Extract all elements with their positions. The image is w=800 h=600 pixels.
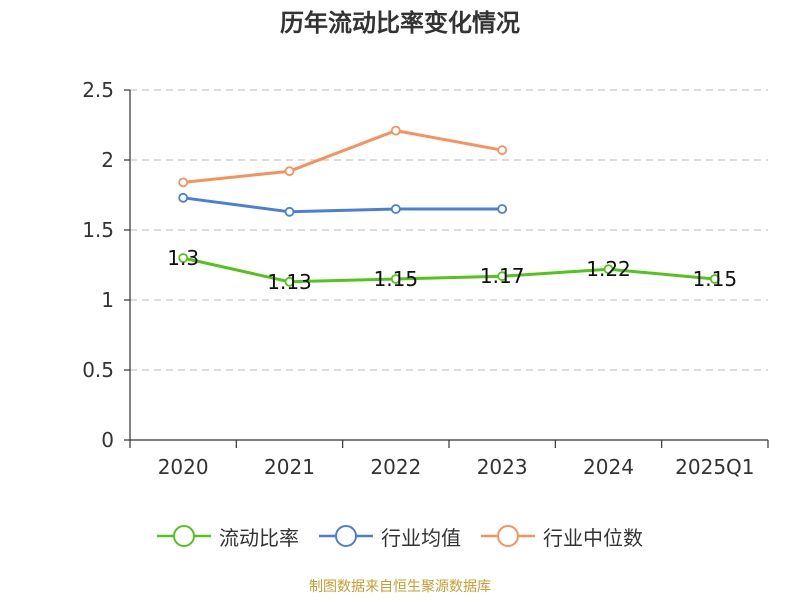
y-tick-label: 0 — [101, 428, 114, 452]
data-label: 1.13 — [267, 270, 312, 294]
data-label: 1.22 — [586, 257, 631, 281]
legend-swatch-icon — [157, 525, 211, 547]
legend-label: 行业中位数 — [543, 525, 643, 550]
series-line-industry-median — [183, 129, 503, 184]
x-tick-label: 2024 — [583, 455, 634, 479]
data-point-current-ratio — [603, 264, 614, 275]
legend-label: 流动比率 — [219, 525, 299, 550]
data-point-industry-mean — [390, 204, 401, 214]
legend: 流动比率 行业均值 行业中位数 — [0, 518, 800, 554]
y-tick-label: 1.5 — [82, 218, 114, 242]
data-point-industry-median — [284, 166, 295, 177]
data-point-industry-mean — [178, 192, 189, 203]
series-line-current-ratio — [182, 256, 715, 284]
data-point-current-ratio — [284, 276, 295, 287]
data-point-current-ratio — [497, 271, 508, 282]
data-point-industry-mean — [284, 206, 295, 217]
x-tick-label: 2023 — [477, 455, 528, 479]
data-label: 1.15 — [693, 267, 738, 291]
y-tick-label: 1 — [101, 288, 114, 312]
legend-swatch-icon — [319, 525, 373, 547]
data-label: 1.15 — [374, 267, 419, 291]
y-tick-label: 2.5 — [82, 78, 114, 102]
data-point-current-ratio — [178, 253, 189, 263]
y-tick-label: 0.5 — [82, 358, 114, 382]
data-label: 1.17 — [480, 264, 525, 288]
data-point-industry-median — [178, 177, 189, 188]
x-tick-label: 2021 — [264, 455, 315, 479]
x-tick-label: 2022 — [370, 455, 421, 479]
data-point-current-ratio — [390, 274, 401, 284]
series-line-industry-mean — [182, 196, 503, 214]
legend-item[interactable]: 流动比率 — [157, 522, 299, 551]
legend-label: 行业均值 — [381, 525, 461, 550]
data-point-current-ratio — [709, 274, 720, 284]
data-point-industry-mean — [497, 204, 508, 214]
legend-item[interactable]: 行业中位数 — [481, 522, 643, 551]
source-note: 制图数据来自恒生聚源数据库 — [309, 579, 491, 595]
x-tick-label: 2020 — [158, 455, 209, 479]
data-label: 1.3 — [167, 246, 199, 270]
legend-item[interactable]: 行业均值 — [319, 522, 461, 551]
data-point-industry-median — [497, 145, 508, 156]
legend-swatch-icon — [481, 525, 535, 547]
y-tick-label: 2 — [101, 148, 114, 172]
chart-title: 历年流动比率变化情况 — [280, 9, 520, 37]
x-tick-label: 2025Q1 — [675, 455, 754, 479]
data-point-industry-median — [390, 125, 401, 136]
